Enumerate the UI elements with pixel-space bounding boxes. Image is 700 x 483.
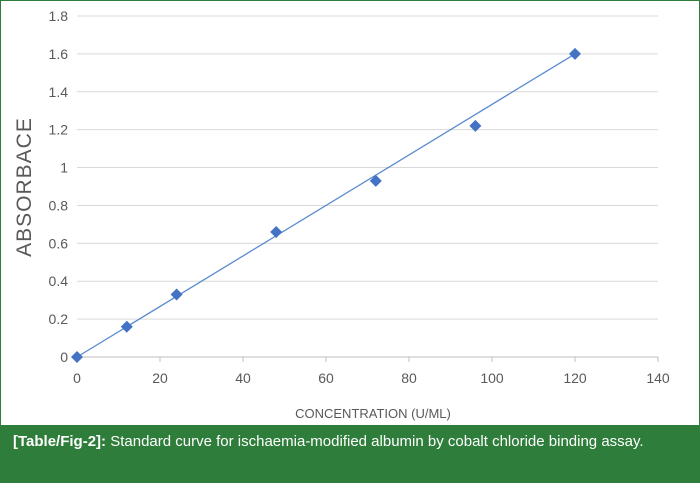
y-tick-label: 0 [60, 349, 68, 365]
data-point [569, 47, 581, 60]
y-tick-label: 1.4 [49, 84, 69, 100]
y-tick-label: 0.8 [49, 197, 69, 213]
data-point [270, 225, 283, 238]
x-tick-label: 80 [401, 370, 417, 386]
x-axis-label: CONCENTRATION (U/ML) [295, 406, 451, 421]
y-tick-labels: 0 0.2 0.4 0.6 0.8 1 1.2 1.4 1.6 1.8 [49, 8, 69, 365]
data-point [120, 320, 133, 333]
y-tick-label: 1.6 [49, 46, 69, 62]
y-tick-label: 0.6 [49, 235, 69, 251]
x-tick-label: 100 [480, 370, 504, 386]
standard-curve-chart: 0 0.2 0.4 0.6 0.8 1 1.2 1.4 1.6 1.8 0 20 40 60 80 100 1… [13, 8, 670, 421]
figure-caption: [Table/Fig-2]: Standard curve for ischae… [1, 425, 699, 482]
trendline-linear [76, 53, 576, 358]
x-tick-label: 120 [563, 370, 587, 386]
trendline [76, 53, 576, 358]
figure-caption-label: [Table/Fig-2]: [13, 433, 107, 450]
y-tick-label: 0.2 [49, 311, 69, 327]
x-tick-label: 40 [235, 370, 251, 386]
data-point [170, 288, 183, 301]
axes [76, 356, 659, 362]
data-point [71, 351, 83, 363]
y-tick-label: 1.2 [49, 122, 69, 138]
data-point [369, 174, 382, 187]
x-tick-label: 60 [318, 370, 334, 386]
y-tick-label: 0.4 [49, 273, 69, 289]
y-tick-label: 1 [60, 160, 68, 176]
data-point [469, 119, 482, 132]
grid-lines [77, 15, 658, 320]
y-axis-label: ABSORBACE [13, 117, 36, 257]
x-tick-labels: 0 20 40 60 80 100 120 140 [73, 370, 670, 386]
data-points [71, 47, 581, 363]
x-tick-label: 0 [73, 370, 81, 386]
y-tick-label: 1.8 [49, 8, 69, 24]
x-tick-label: 140 [646, 370, 670, 386]
x-tick-label: 20 [152, 370, 168, 386]
figure-caption-text: Standard curve for ischaemia-modified al… [110, 433, 644, 450]
